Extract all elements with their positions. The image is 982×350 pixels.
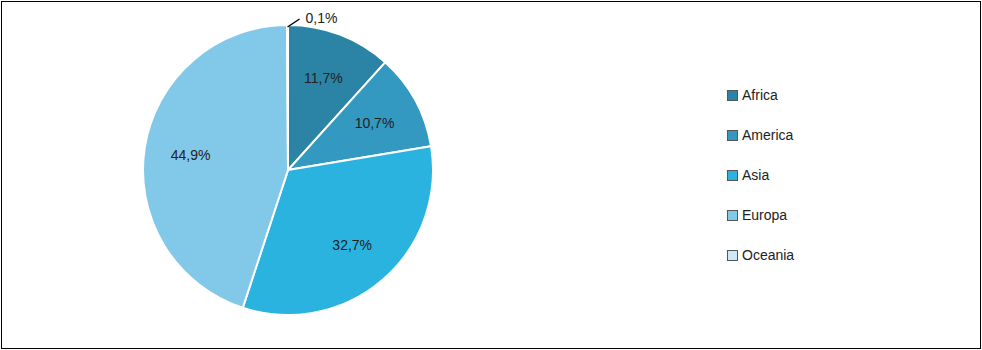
svg-text:11,7%: 11,7% — [304, 70, 343, 86]
svg-text:44,9%: 44,9% — [171, 147, 211, 163]
html-text:Africa: Africa — [742, 87, 778, 103]
html-text:Asia: Asia — [742, 167, 770, 183]
svg-text:0,1%: 0,1% — [306, 10, 338, 26]
svg-text:10,7%: 10,7% — [355, 115, 395, 131]
html-text:Oceania: Oceania — [742, 247, 795, 263]
html-text:Europa: Europa — [742, 207, 788, 223]
svg-text:32,7%: 32,7% — [332, 237, 372, 253]
html-text:America: America — [742, 127, 794, 143]
